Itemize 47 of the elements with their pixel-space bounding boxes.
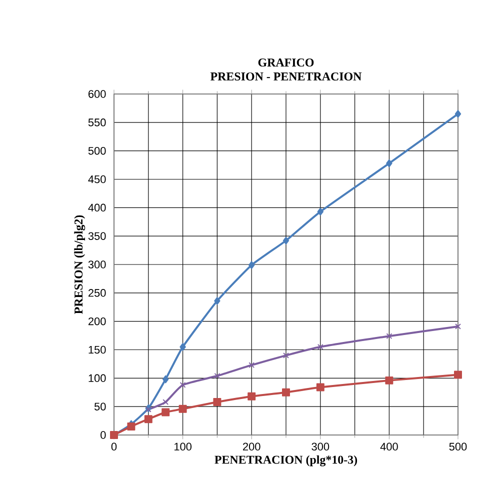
x-tick-label: 0 xyxy=(111,442,117,451)
y-tick-label: 150 xyxy=(88,346,106,354)
point xyxy=(386,159,392,168)
x-axis-title: PENETRACION (plg*10-3) xyxy=(214,455,358,466)
y-tick-label: 50 xyxy=(94,402,106,410)
point xyxy=(162,399,169,405)
y-tick-label: 500 xyxy=(88,146,106,155)
y-tick-label: 300 xyxy=(88,260,106,268)
y-tick-label: 100 xyxy=(88,374,106,382)
x-tick-label: 200 xyxy=(243,442,260,451)
point xyxy=(248,392,256,400)
point xyxy=(214,296,220,305)
point xyxy=(180,342,186,351)
point xyxy=(455,323,461,330)
y-tick-label: 600 xyxy=(88,90,106,98)
point xyxy=(316,383,324,392)
y-tick-label: 450 xyxy=(88,175,106,184)
point xyxy=(282,388,290,396)
point xyxy=(386,333,392,340)
point xyxy=(317,208,324,216)
x-tick-label: 400 xyxy=(380,442,398,451)
x-tick-label: 500 xyxy=(449,442,467,451)
point xyxy=(454,110,462,118)
y-tick-label: 550 xyxy=(88,118,106,126)
y-tick-label: 400 xyxy=(88,204,106,212)
point xyxy=(248,362,255,368)
y-tick-label: 0 xyxy=(100,431,106,439)
point xyxy=(317,344,324,350)
point xyxy=(213,398,222,406)
point xyxy=(162,408,170,416)
point xyxy=(385,376,394,384)
y-axis-title: PRESION (lb/plg2) xyxy=(74,215,86,314)
point xyxy=(214,372,220,379)
point xyxy=(248,261,255,270)
x-tick-label: 100 xyxy=(174,442,192,451)
point xyxy=(178,404,187,413)
chart-title: GRAFICO PRESION - PENETRACION xyxy=(210,58,362,80)
point xyxy=(282,236,290,245)
point xyxy=(454,370,462,379)
x-tick-label: 300 xyxy=(312,442,330,451)
point xyxy=(144,415,152,424)
y-tick-label: 200 xyxy=(88,317,106,326)
point xyxy=(180,382,186,388)
point xyxy=(162,375,169,384)
point xyxy=(283,352,289,358)
y-tick-label: 350 xyxy=(88,232,106,240)
y-tick-label: 250 xyxy=(88,289,106,297)
